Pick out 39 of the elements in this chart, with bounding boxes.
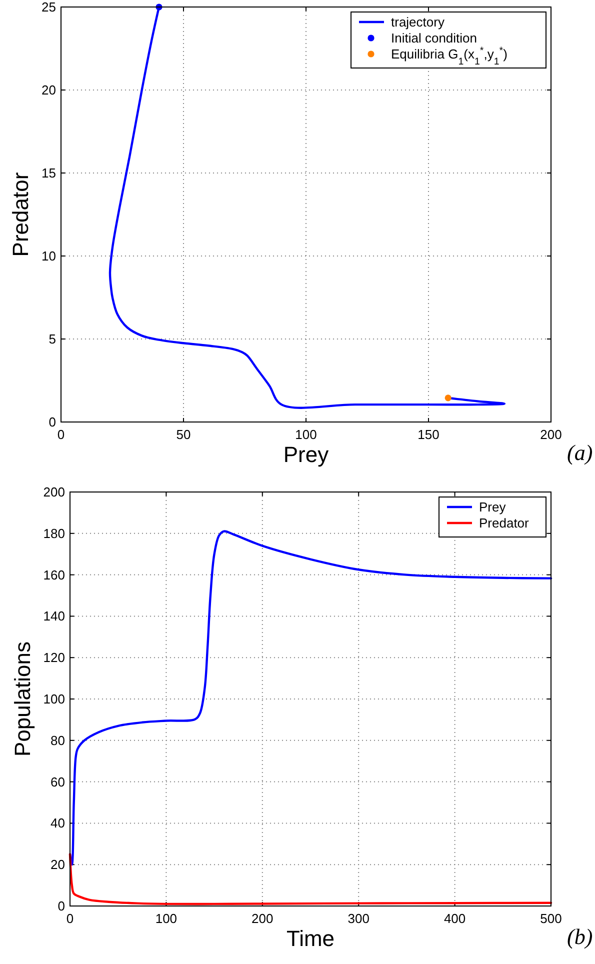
- y-tick-label: 25: [42, 0, 56, 14]
- x-tick-label: 400: [444, 911, 466, 926]
- y-tick-label: 80: [50, 732, 65, 748]
- y-tick-label: 10: [42, 248, 56, 264]
- x-tick-label: 200: [540, 427, 562, 442]
- y-tick-label: 5: [48, 332, 56, 346]
- y-tick-label: 200: [43, 484, 65, 500]
- y-axis-title: Populations: [10, 642, 35, 756]
- x-tick-label: 500: [540, 911, 562, 926]
- text: Equilibria G$_{1}$(x$_{1}$$^{*}$,y$_{1}$$^{*}$): [391, 45, 508, 67]
- x-tick-label: 100: [155, 911, 178, 926]
- y-tick-label: 180: [43, 526, 65, 541]
- text: (a): [567, 440, 593, 465]
- legend-label: Prey: [479, 500, 506, 514]
- legend-label: Predator: [479, 516, 530, 530]
- legend-label: Initial condition: [391, 30, 477, 46]
- x-tick-label: 50: [176, 427, 191, 442]
- x-tick-label: 300: [348, 911, 370, 926]
- y-tick-label: 60: [50, 774, 65, 790]
- x-tick-label: 150: [418, 427, 440, 442]
- legend-label: trajectory: [391, 14, 445, 30]
- y-tick-label: 100: [43, 692, 65, 706]
- y-tick-label: 20: [50, 857, 65, 872]
- line-series: [68, 530, 552, 866]
- text: (b): [567, 924, 593, 949]
- y-axis-title: Predator: [8, 172, 33, 257]
- x-tick-label: 200: [252, 911, 274, 926]
- y-tick-label: 120: [43, 650, 65, 666]
- x-axis-title: Prey: [283, 442, 329, 467]
- y-tick-label: 20: [42, 82, 56, 98]
- y-tick-label: 140: [43, 608, 65, 624]
- line-series: [68, 853, 552, 906]
- y-tick-label: 160: [43, 567, 65, 582]
- y-tick-label: 0: [48, 414, 56, 430]
- x-tick-label: 100: [295, 427, 317, 442]
- y-tick-label: 40: [50, 816, 65, 831]
- x-axis-title: Time: [286, 926, 335, 951]
- y-tick-label: 15: [42, 166, 56, 180]
- y-tick-label: 0: [58, 898, 65, 914]
